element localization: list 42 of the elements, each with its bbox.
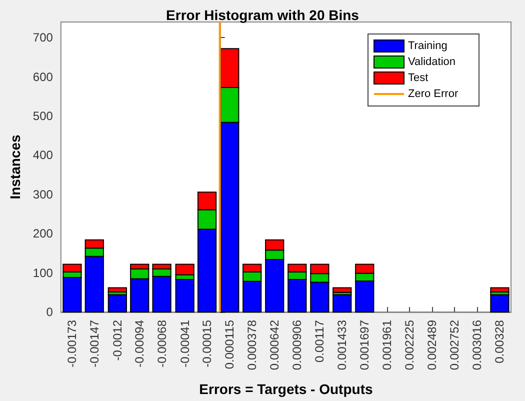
y-tick-label: 700 bbox=[32, 30, 54, 45]
x-tick-label: 0.002489 bbox=[425, 320, 440, 370]
bar bbox=[175, 278, 194, 312]
chart-title: Error Histogram with 20 Bins bbox=[166, 7, 360, 23]
x-tick-label: 0.000115 bbox=[222, 320, 237, 370]
x-tick-label: 0.00328 bbox=[492, 320, 507, 364]
x-tick-label: 0.000378 bbox=[245, 320, 260, 370]
legend-label: Training bbox=[408, 40, 448, 52]
bar bbox=[490, 294, 510, 312]
x-tick-label: 0.001961 bbox=[380, 320, 394, 370]
y-tick-label: 300 bbox=[32, 187, 54, 202]
y-tick-label: 0 bbox=[46, 305, 54, 319]
x-tick-label: -0.0012 bbox=[110, 320, 124, 361]
legend-label: Test bbox=[408, 72, 428, 84]
bar bbox=[108, 287, 127, 293]
bar bbox=[332, 287, 352, 293]
y-tick-label: 600 bbox=[32, 70, 54, 84]
legend-label: Zero Error bbox=[408, 88, 458, 100]
x-tick-label: 0.002752 bbox=[448, 320, 462, 370]
y-axis-title: Instances bbox=[7, 134, 23, 200]
x-tick-label: 0.001433 bbox=[335, 320, 350, 370]
x-axis-title: Errors = Targets - Outputs bbox=[199, 381, 373, 397]
x-tick-label: -0.00147 bbox=[87, 320, 102, 368]
x-tick-label: -0.00041 bbox=[178, 320, 192, 368]
legend-label: Validation bbox=[408, 56, 456, 68]
x-tick-label: -0.00015 bbox=[200, 320, 214, 368]
x-tick-label: -0.00094 bbox=[132, 320, 147, 368]
x-tick-label: 0.002225 bbox=[402, 320, 417, 370]
y-tick-label: 100 bbox=[32, 266, 54, 280]
x-tick-label: -0.00173 bbox=[65, 320, 80, 368]
x-tick-label: 0.003016 bbox=[470, 320, 484, 370]
x-tick-label: 0.00117 bbox=[312, 320, 327, 362]
y-tick-label: 200 bbox=[32, 226, 54, 241]
bar bbox=[490, 287, 510, 293]
bar bbox=[108, 294, 127, 312]
bar bbox=[332, 294, 352, 312]
x-tick-label: 0.000642 bbox=[268, 320, 282, 370]
y-tick-label: 400 bbox=[32, 148, 54, 162]
x-tick-label: 0.001697 bbox=[358, 320, 372, 370]
x-tick-label: -0.00068 bbox=[154, 320, 169, 368]
y-tick-label: 500 bbox=[32, 109, 54, 124]
x-tick-label: 0.000906 bbox=[290, 320, 304, 370]
